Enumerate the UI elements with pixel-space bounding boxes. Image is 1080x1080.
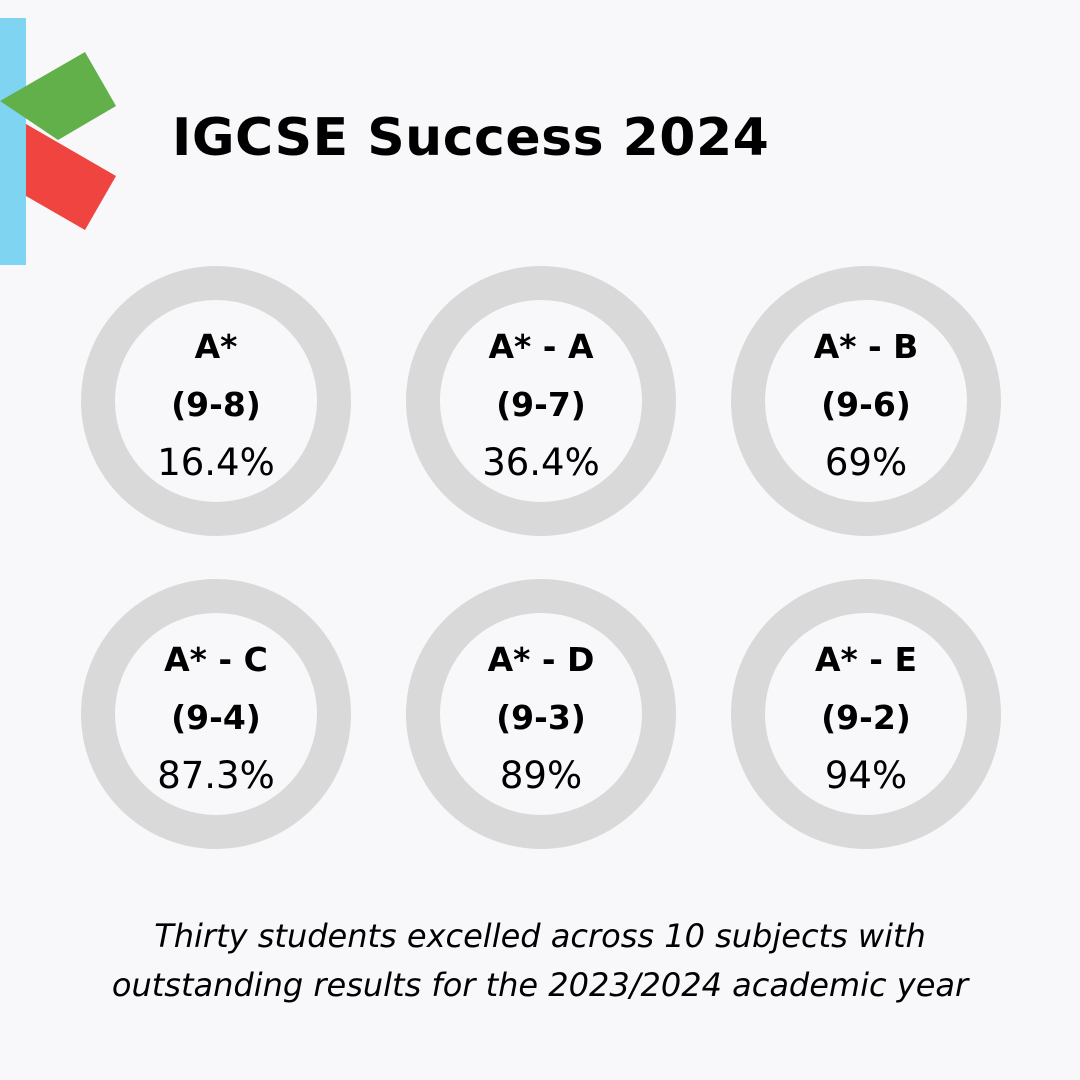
ring-grade-label: A*	[194, 327, 238, 366]
ring-range-label: (9-6)	[821, 385, 911, 424]
ring-graphic	[81, 579, 351, 849]
ring-graphic	[731, 579, 1001, 849]
ring-graphic	[731, 266, 1001, 536]
progress-ring: A* - B (9-6) 69%	[730, 265, 1002, 537]
ring-range-label: (9-3)	[496, 698, 586, 737]
ring-percentage: 89%	[499, 754, 583, 797]
page-title: IGCSE Success 2024	[172, 108, 770, 168]
ring-percentage: 87.3%	[157, 754, 275, 797]
ring-grade-label: A* - C	[164, 640, 268, 679]
ring-percentage: 94%	[824, 754, 908, 797]
ring-grade-label: A* - E	[814, 640, 917, 679]
caption-line-1: Thirty students excelled across 10 subje…	[154, 917, 926, 955]
school-logo	[0, 18, 116, 265]
progress-ring: A* (9-8) 16.4%	[80, 265, 352, 537]
ring-graphic	[406, 266, 676, 536]
progress-ring: A* - E (9-2) 94%	[730, 578, 1002, 850]
caption: Thirty students excelled across 10 subje…	[0, 912, 1080, 1010]
ring-graphic	[81, 266, 351, 536]
progress-ring: A* - C (9-4) 87.3%	[80, 578, 352, 850]
ring-range-label: (9-2)	[821, 698, 911, 737]
caption-line-2: outstanding results for the 2023/2024 ac…	[111, 966, 969, 1004]
ring-range-label: (9-8)	[171, 385, 261, 424]
ring-grade-label: A* - B	[813, 327, 919, 366]
ring-percentage: 36.4%	[482, 441, 600, 484]
progress-ring: A* - A (9-7) 36.4%	[405, 265, 677, 537]
progress-ring: A* - D (9-3) 89%	[405, 578, 677, 850]
ring-range-label: (9-4)	[171, 698, 261, 737]
ring-grade-label: A* - D	[487, 640, 595, 679]
ring-graphic	[406, 579, 676, 849]
ring-range-label: (9-7)	[496, 385, 586, 424]
ring-percentage: 69%	[824, 441, 908, 484]
ring-percentage: 16.4%	[157, 441, 275, 484]
ring-grade-label: A* - A	[488, 327, 594, 366]
